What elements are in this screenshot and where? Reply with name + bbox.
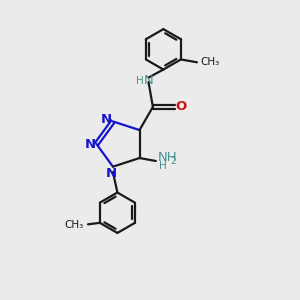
Text: N: N (101, 113, 112, 127)
Text: O: O (175, 100, 186, 113)
Text: N: N (106, 167, 117, 180)
Text: NH: NH (158, 151, 178, 164)
Text: N: N (84, 138, 95, 151)
Text: CH₃: CH₃ (64, 220, 83, 230)
Text: 2: 2 (171, 157, 176, 166)
Text: N: N (144, 74, 154, 87)
Text: H: H (159, 161, 167, 171)
Text: H: H (136, 76, 144, 85)
Text: CH₃: CH₃ (200, 57, 219, 67)
